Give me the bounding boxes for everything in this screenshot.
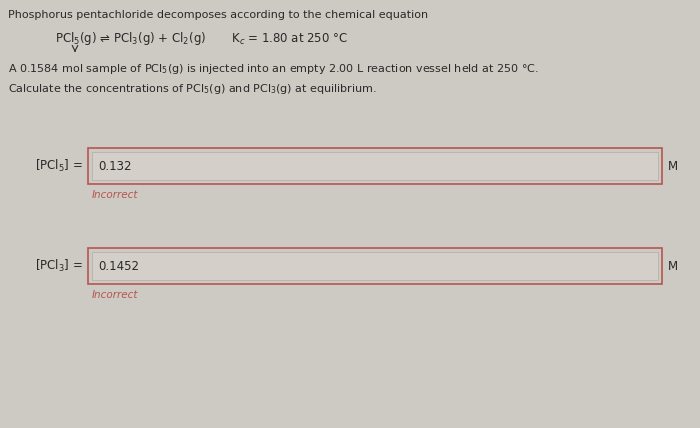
FancyBboxPatch shape [88, 148, 662, 184]
Text: Incorrect: Incorrect [92, 290, 139, 300]
Text: [PCl$_3$] =: [PCl$_3$] = [35, 258, 83, 274]
Text: [PCl$_5$] =: [PCl$_5$] = [35, 158, 83, 174]
Text: 0.132: 0.132 [98, 160, 132, 172]
Text: 0.1452: 0.1452 [98, 259, 139, 273]
Text: Incorrect: Incorrect [92, 190, 139, 200]
FancyBboxPatch shape [92, 252, 658, 280]
Text: Phosphorus pentachloride decomposes according to the chemical equation: Phosphorus pentachloride decomposes acco… [8, 10, 428, 20]
FancyBboxPatch shape [88, 248, 662, 284]
Text: M: M [668, 259, 678, 273]
Text: PCl$_5$(g) ⇌ PCl$_3$(g) + Cl$_2$(g)       K$_c$ = 1.80 at 250 °C: PCl$_5$(g) ⇌ PCl$_3$(g) + Cl$_2$(g) K$_c… [55, 30, 348, 47]
Text: M: M [668, 160, 678, 172]
FancyBboxPatch shape [92, 152, 658, 180]
Text: A 0.1584 mol sample of PCl$_5$(g) is injected into an empty 2.00 L reaction vess: A 0.1584 mol sample of PCl$_5$(g) is inj… [8, 62, 539, 76]
Text: Calculate the concentrations of PCl$_5$(g) and PCl$_3$(g) at equilibrium.: Calculate the concentrations of PCl$_5$(… [8, 82, 377, 96]
